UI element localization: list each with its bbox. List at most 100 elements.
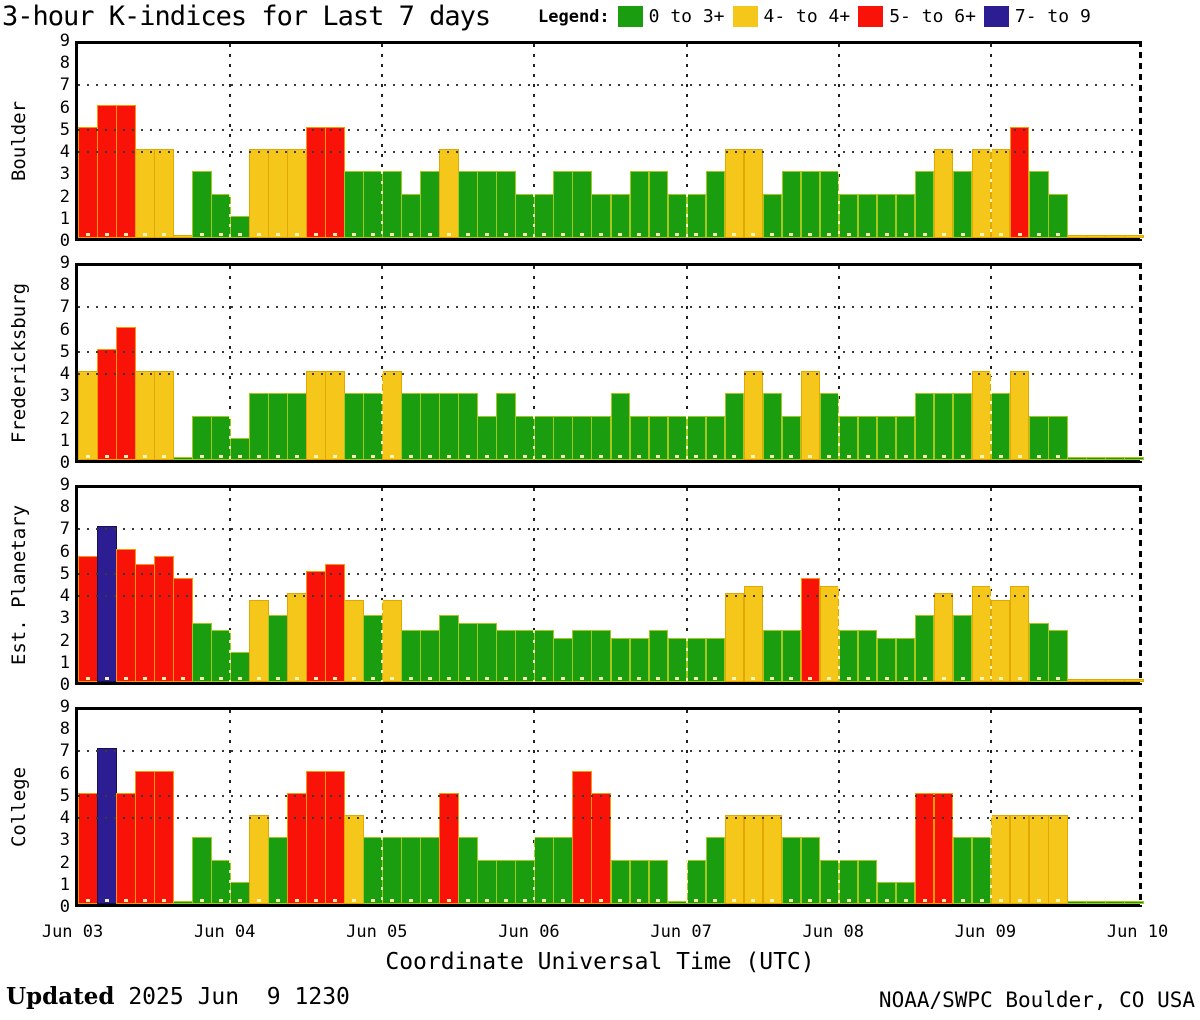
k-bar [116,105,136,238]
k-bar [724,593,745,682]
k-bar [667,194,688,238]
legend-item-label: 0 to 3+ [648,6,725,27]
k-bar [895,638,916,682]
k-bar [192,171,212,238]
y-tick-label: 9 [59,475,70,495]
k-bar [1047,630,1068,682]
k-bar [895,416,916,460]
day-gridline [229,488,232,637]
k-bar [591,793,612,904]
legend: Legend: 0 to 3+ 4- to 4+ 5- to 6+ 7- to 9 [538,6,1099,27]
k-bar [477,416,497,460]
day-gridline-overlay [229,859,232,904]
k-bar [420,630,440,682]
k-bar [344,600,364,682]
legend-swatch-green [617,6,643,27]
k-bar [439,615,459,682]
k-bar [534,630,555,682]
legend-item-label: 5- to 6+ [889,6,976,27]
x-tick-label-jun-03: Jun 03 [41,922,104,942]
k-bar [762,194,783,238]
day-gridline [685,488,688,644]
y-tick-label: 2 [59,630,70,651]
k-bar-nodata [1085,901,1106,904]
k-bar [363,615,383,682]
k-bar-nodata [1066,235,1087,238]
day-gridline-overlay [837,859,840,904]
day-gridline-overlay [229,193,232,238]
station-label-est-planetary: Est. Planetary [6,485,32,685]
k-bar [952,615,973,682]
k-bar [458,837,478,904]
k-bar [154,771,174,904]
panel-right-border [1139,707,1142,907]
k-bar [116,793,136,904]
station-label-text: Fredericksburg [8,282,30,444]
k-bar [629,860,650,904]
k-bar-nodata [1085,679,1106,682]
panel-right-border [1139,41,1142,241]
k-bar [249,149,269,238]
k-bar [439,393,459,460]
y-tick-label: 0 [59,675,70,695]
k-bar [230,216,250,238]
k-bar [420,393,440,460]
y-tick-label: 6 [59,319,70,340]
k-bar-nodata [1066,457,1087,460]
k-bar [724,149,745,238]
k-bar [838,630,859,682]
k-bar [667,638,688,682]
y-tick-label: 0 [59,897,70,917]
panel-right-border [1139,485,1142,685]
k-bar-nodata [1123,235,1144,238]
hgrid-line-k5 [78,794,1140,797]
k-bar [876,416,897,460]
k-bar [591,194,612,238]
day-gridline [989,488,992,592]
day-gridline [989,710,992,822]
k-bar [496,171,516,238]
k-bar [116,549,136,682]
panel-fredericksburg [75,263,1144,463]
k-bar [268,837,288,904]
day-gridline-overlay [533,837,536,904]
k-bar [515,194,536,238]
panel-college [75,707,1144,907]
hgrid-line-k4 [78,595,1140,598]
k-bar [952,393,973,460]
day-gridline-overlay [533,415,536,460]
x-tick-label-jun-04: Jun 04 [193,922,256,942]
k-bar [648,860,669,904]
k-bar [325,127,345,238]
day-gridline [837,488,840,592]
k-bar [477,860,497,904]
legend-item-green: 0 to 3+ [617,6,733,27]
y-tick-label: 1 [59,652,70,673]
station-label-text: Est. Planetary [8,504,30,666]
k-bar [857,194,878,238]
k-bar [819,171,840,238]
k-bar [401,837,421,904]
updated-stamp: Updated 2025 Jun 9 1230 [6,983,350,1010]
k-bar [933,149,954,238]
k-bar [952,171,973,238]
k-bar [230,882,250,904]
k-bar-nodata [1123,679,1144,682]
day-gridline-overlay [685,637,688,682]
y-tick-label: 3 [59,164,70,185]
y-tick-label: 0 [59,453,70,473]
k-bar [496,393,516,460]
k-bar [325,371,345,460]
legend-item-label: 4- to 4+ [763,6,851,27]
hgrid-line-k7 [78,750,1140,753]
k-bar [572,630,593,682]
k-bar [382,371,402,460]
k-bar [1028,815,1049,904]
k-bar-nodata [173,235,193,238]
k-bar [724,815,745,904]
k-bar [97,349,117,460]
k-bar [97,526,117,682]
